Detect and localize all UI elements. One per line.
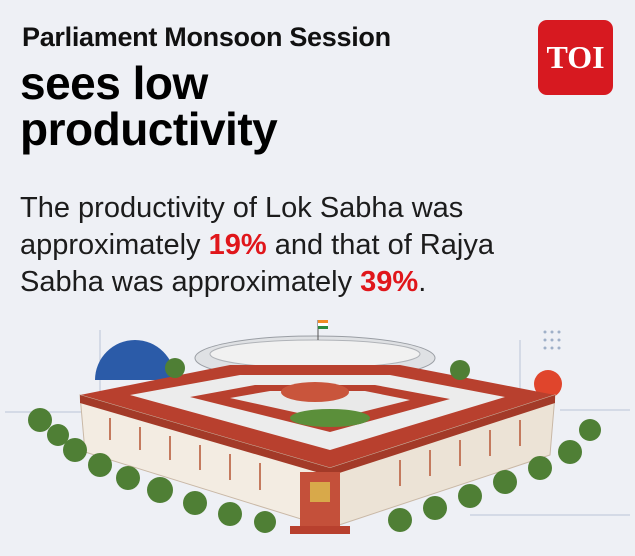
flag [318, 323, 328, 326]
flag [318, 326, 328, 329]
orange-circle [534, 370, 562, 398]
central-hall [281, 382, 349, 402]
headline-line: productivity [20, 103, 278, 155]
text: and that of Rajya Sabha was approximatel… [20, 229, 494, 298]
highlight: 39% [360, 266, 419, 298]
text: . [418, 266, 427, 298]
windows [109, 418, 521, 490]
blue-circle [95, 340, 175, 380]
dot-grid [543, 330, 561, 350]
body-text: The productivity of Lok Sabha was approx… [20, 190, 560, 301]
courtyard [230, 391, 410, 420]
emblem [310, 482, 330, 502]
trees [28, 358, 601, 533]
logo[interactable]: TOI [538, 20, 613, 95]
text: The productivity of Lok Sabha was approx… [20, 192, 464, 261]
flag [318, 320, 328, 323]
dome-top [209, 339, 421, 369]
garden [290, 409, 370, 427]
headline: sees low productivity [20, 57, 278, 155]
cornice [80, 395, 330, 476]
cornice [330, 395, 555, 476]
highlight: 19% [208, 229, 267, 261]
headline-line: sees low [20, 57, 208, 109]
steps [290, 526, 350, 534]
kicker: Parliament Monsoon Session [22, 22, 391, 52]
parliament-illustration [5, 320, 630, 534]
